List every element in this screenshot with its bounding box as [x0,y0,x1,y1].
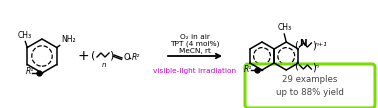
Text: CH₃: CH₃ [277,23,291,32]
Text: R¹: R¹ [244,65,252,75]
Text: (: ( [294,61,298,71]
Text: R¹: R¹ [26,68,34,76]
Text: ): ) [109,50,113,60]
Text: MeCN, rt: MeCN, rt [179,48,211,54]
Text: (: ( [294,41,298,51]
Text: +: + [77,49,89,63]
FancyBboxPatch shape [245,64,375,108]
Text: CH₃: CH₃ [17,30,31,40]
Text: ): ) [312,62,316,72]
Text: n: n [102,62,106,68]
Text: O₂ in air: O₂ in air [180,34,210,40]
Text: TPT (4 mol%): TPT (4 mol%) [170,40,220,47]
Text: ): ) [312,40,316,50]
Text: N: N [299,39,307,48]
Text: NH₂: NH₂ [62,36,76,44]
Text: n+1: n+1 [314,43,328,48]
Text: R²: R² [132,53,140,63]
Text: n: n [314,64,318,70]
Text: visible-light irradiation: visible-light irradiation [153,68,237,74]
Text: (: ( [91,51,95,61]
Text: O: O [124,53,131,63]
Text: 29 examples
up to 88% yield: 29 examples up to 88% yield [276,75,344,97]
